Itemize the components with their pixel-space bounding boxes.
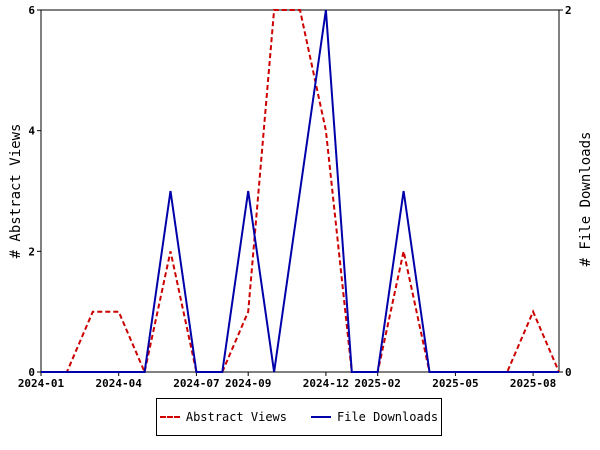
y-left-tick-label: 6	[28, 4, 35, 17]
legend-swatch-file-downloads	[311, 416, 331, 418]
y-axis-left-title: # Abstract Views	[8, 124, 24, 259]
x-tick-label: 2024-09	[225, 377, 271, 390]
y-left-tick-label: 2	[28, 245, 35, 258]
x-tick-label: 2024-07	[173, 377, 219, 390]
y-left-tick-label: 0	[28, 366, 35, 379]
y-right-tick-label: 0	[565, 366, 572, 379]
x-tick-label: 2024-12	[303, 377, 349, 390]
x-tick-label: 2025-02	[355, 377, 401, 390]
x-tick-label: 2025-05	[432, 377, 478, 390]
legend-item-abstract-views: Abstract Views	[159, 410, 287, 424]
legend-item-file-downloads: File Downloads	[311, 410, 438, 424]
legend-swatch-abstract-views	[159, 416, 180, 418]
legend-label-abstract-views: Abstract Views	[185, 410, 287, 424]
legend-label-file-downloads: File Downloads	[337, 410, 439, 424]
series-line-file-downloads	[41, 9, 559, 373]
legend: Abstract Views File Downloads	[156, 398, 442, 436]
x-tick-label: 2024-01	[18, 377, 65, 390]
x-tick-label: 2025-08	[510, 377, 556, 390]
y-axis-right-title: # File Downloads	[578, 132, 594, 267]
x-tick-label: 2024-04	[96, 377, 143, 390]
y-left-tick-label: 4	[28, 125, 35, 138]
y-right-tick-label: 2	[565, 4, 572, 17]
